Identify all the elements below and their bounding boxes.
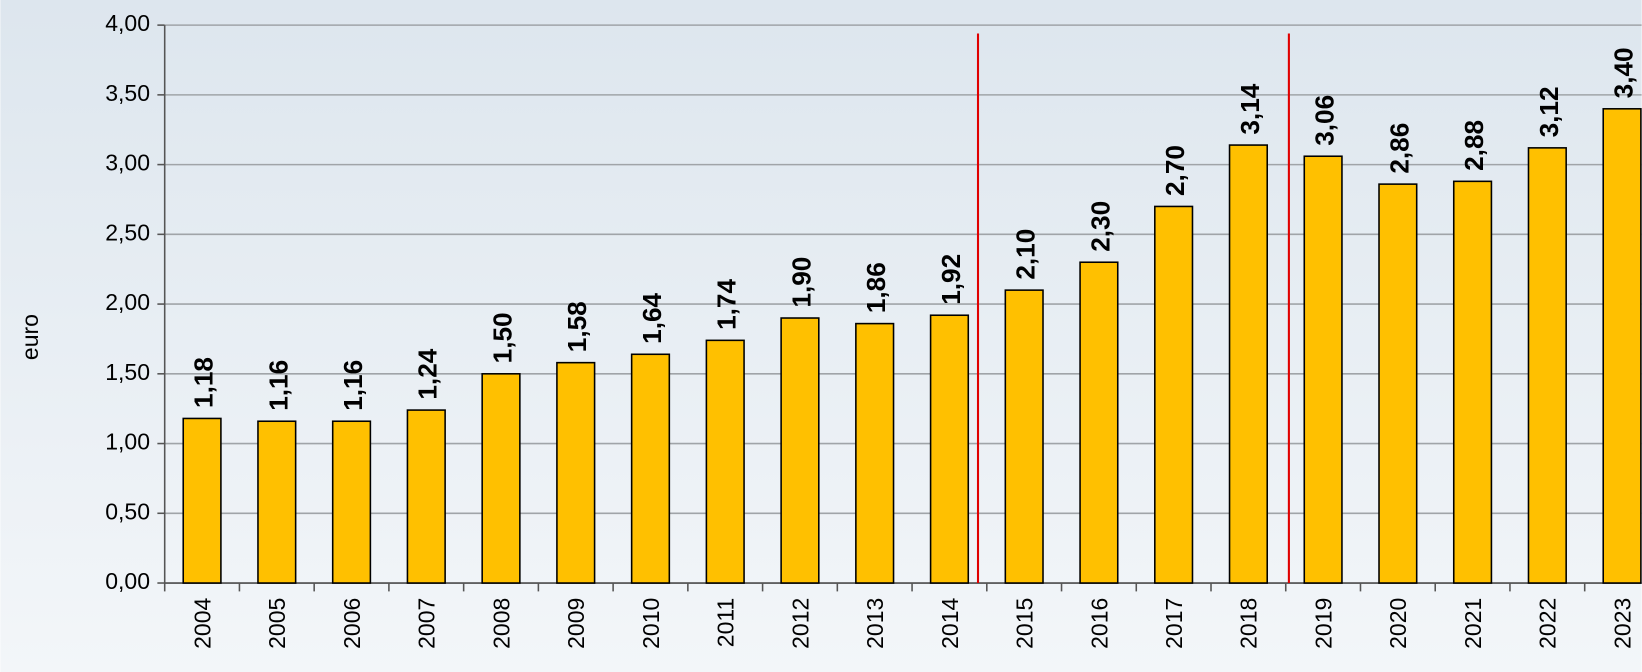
bar [182,417,222,584]
value-label: 1,58 [562,301,592,352]
y-axis-label: euro [17,314,43,360]
value-label: 3,14 [1235,83,1265,134]
y-tick-label: 2,50 [105,219,150,245]
x-tick-label: 2005 [264,598,290,649]
bar [1303,155,1343,584]
value-label: 1,16 [263,360,293,411]
value-label: 2,70 [1160,145,1190,196]
x-tick-label: 2020 [1385,598,1411,649]
x-tick-label: 2007 [414,598,440,649]
x-tick-label: 2016 [1086,598,1112,649]
bar [556,361,596,584]
x-tick-label: 2012 [787,598,813,649]
y-tick-label: 2,00 [105,289,150,315]
x-tick-label: 2019 [1310,598,1336,649]
bar [855,322,895,584]
bar [257,420,297,584]
x-tick-label: 2009 [563,598,589,649]
bar [1228,144,1269,584]
x-tick-label: 2010 [638,598,664,649]
value-label: 1,18 [189,357,219,408]
value-label: 2,30 [1085,201,1115,252]
x-tick-label: 2023 [1609,598,1635,649]
x-tick-label: 2004 [189,597,215,648]
x-tick-label: 2017 [1161,598,1187,649]
x-tick-label: 2021 [1460,598,1486,649]
value-label: 1,16 [338,360,368,411]
bar [406,409,446,584]
y-tick-label: 3,00 [105,150,150,176]
y-tick-label: 0,50 [105,498,150,524]
value-label: 2,86 [1384,123,1414,174]
y-tick-label: 0,00 [105,568,150,594]
bar [929,314,970,584]
value-label: 3,12 [1534,86,1564,137]
value-label: 1,50 [487,312,517,363]
value-label: 1,74 [712,279,742,330]
bar [630,353,671,584]
value-label: 2,88 [1459,120,1489,171]
bar [1004,289,1044,584]
bar [705,339,745,584]
value-label: 1,64 [637,292,667,343]
x-tick-label: 2006 [339,598,365,649]
bar [1452,180,1493,584]
x-tick-label: 2011 [713,598,739,648]
bar [1378,183,1418,584]
plot: 0,00 0,50 1,00 1,50 2,00 2,50 3,00 3,50 4,00 2004… [105,10,1642,649]
value-label: 1,24 [413,348,443,399]
x-tick-label: 2014 [937,597,963,648]
bar [780,317,820,584]
value-label: 1,90 [786,257,816,308]
value-label: 1,92 [936,254,966,305]
y-tick-label: 1,00 [105,429,150,455]
x-tick-label: 2008 [488,598,514,649]
value-label: 3,06 [1310,95,1340,146]
bar [1079,261,1119,584]
x-tick-label: 2015 [1012,598,1038,649]
y-tick-label: 1,50 [105,359,150,385]
x-tick-label: 2022 [1535,598,1561,649]
bar [1602,108,1642,584]
value-label: 3,40 [1609,47,1639,98]
value-label: 1,86 [861,262,891,313]
y-tick-label: 3,50 [105,80,150,106]
bar [331,420,372,584]
x-tick-label: 2013 [862,598,888,649]
y-tick-label: 4,00 [105,10,150,36]
value-label: 2,10 [1011,229,1041,280]
bar [1527,147,1567,584]
x-tick-label: 2018 [1236,598,1262,649]
bar [1154,205,1194,584]
bar [481,373,521,584]
